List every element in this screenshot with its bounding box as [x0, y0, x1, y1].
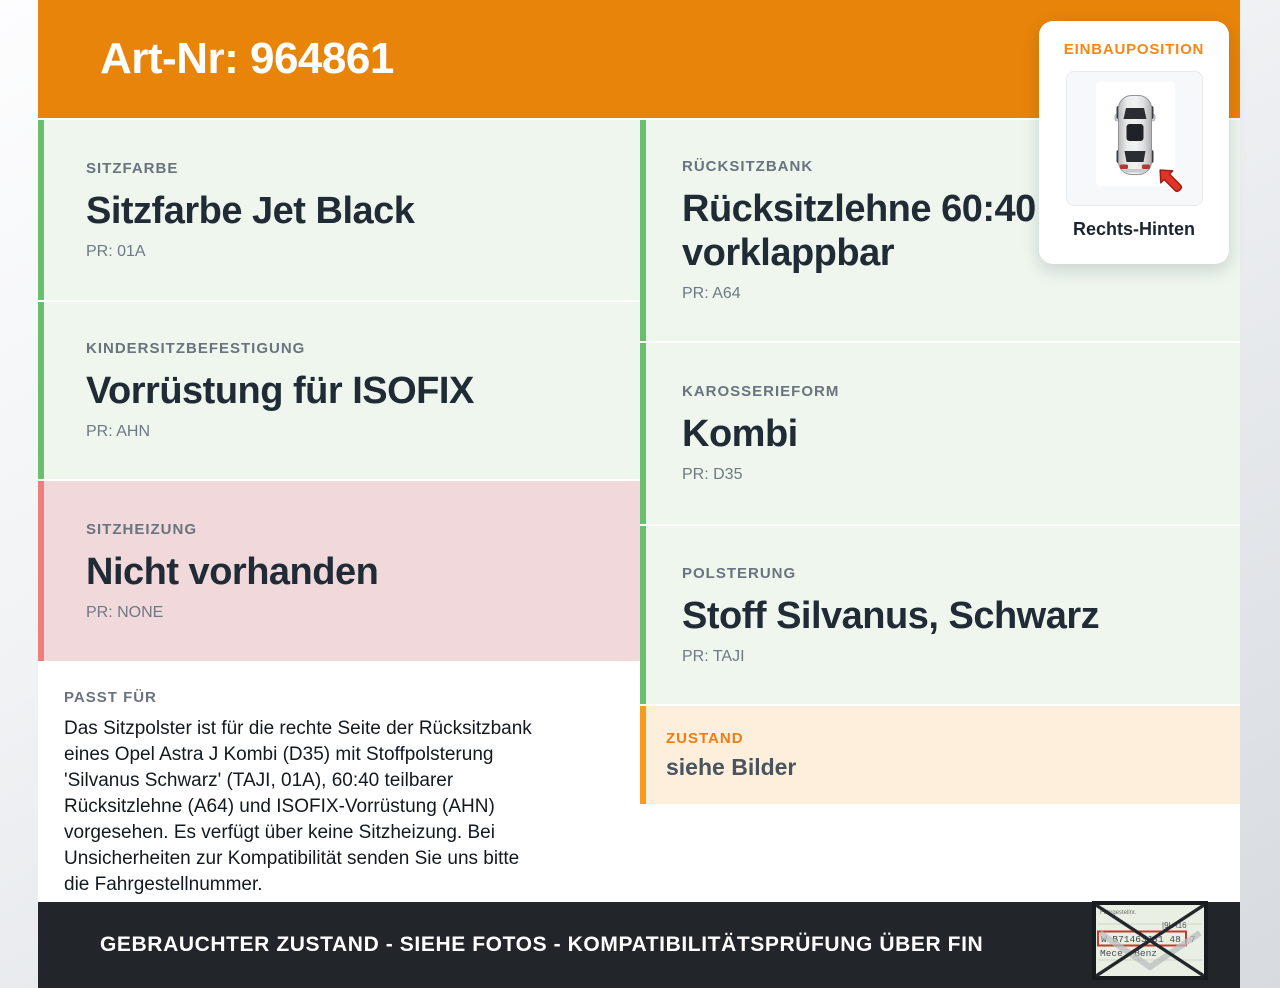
- stamp-doc-label: Fahrgestellnr.: [1100, 910, 1137, 916]
- card-value: siehe Bilder: [666, 753, 797, 780]
- card-pr-code: PR: 01A: [86, 242, 146, 260]
- card-value: Kombi: [682, 413, 798, 455]
- card-kindersitzbefestigung: KINDERSITZBEFESTIGUNG Vorrüstung für ISO…: [38, 302, 640, 479]
- card-label: PASST FÜR: [64, 689, 157, 706]
- left-column: SITZFARBE Sitzfarbe Jet Black PR: 01A KI…: [38, 120, 640, 900]
- footer-banner-text: GEBRAUCHTER ZUSTAND - SIEHE FOTOS - KOMP…: [100, 933, 984, 956]
- card-label: POLSTERUNG: [682, 564, 797, 582]
- card-pr-code: PR: TAJI: [682, 647, 745, 665]
- einbauposition-label: EINBAUPOSITION: [1063, 41, 1205, 58]
- card-sitzheizung: SITZHEIZUNG Nicht vorhanden PR: NONE: [38, 481, 640, 661]
- card-karosserieform: KAROSSERIEFORM Kombi PR: D35: [640, 343, 1240, 524]
- card-label: RÜCKSITZBANK: [682, 158, 814, 175]
- stamp-vin: W B71463J31 48: [1101, 934, 1181, 945]
- card-value: Vorrüstung für ISOFIX: [86, 370, 474, 412]
- card-label: KINDERSITZBEFESTIGUNG: [86, 340, 306, 357]
- card-pr-code: PR: NONE: [86, 603, 164, 621]
- card-label: SITZHEIZUNG: [86, 520, 197, 538]
- einbauposition-image-panel: [1065, 71, 1203, 206]
- card-polsterung: POLSTERUNG Stoff Silvanus, Schwarz PR: T…: [640, 526, 1240, 704]
- card-label: KAROSSERIEFORM: [682, 383, 840, 400]
- attribute-columns: SITZFARBE Sitzfarbe Jet Black PR: 01A KI…: [38, 120, 1240, 902]
- article-number-title: Art-Nr: 964861: [100, 34, 394, 83]
- compatibility-description: Das Sitzpolster ist für die rechte Seite…: [64, 718, 532, 895]
- card-pr-code: PR: AHN: [86, 423, 151, 440]
- card-value: Sitzfarbe Jet Black: [86, 189, 415, 232]
- einbauposition-caption: Rechts-Hinten: [1072, 219, 1195, 239]
- card-sitzfarbe: SITZFARBE Sitzfarbe Jet Black PR: 01A: [38, 120, 640, 300]
- card-pr-code: PR: D35: [682, 466, 743, 483]
- right-column-filler: [640, 806, 1240, 902]
- card-value: Rücksitzlehne 60:40 vorklappbar: [682, 188, 1036, 274]
- position-arrow-icon: [1158, 169, 1182, 193]
- card-zustand: ZUSTAND siehe Bilder: [640, 706, 1240, 804]
- footer-banner: GEBRAUCHTER ZUSTAND - SIEHE FOTOS - KOMP…: [38, 902, 1240, 988]
- card-passt-fuer: PASST FÜR Das Sitzpolster ist für die re…: [38, 663, 640, 900]
- card-value: Stoff Silvanus, Schwarz: [682, 594, 1100, 637]
- listing-page: Art-Nr: 964861 SITZFARBE Sitzfarbe Jet B…: [38, 0, 1240, 988]
- card-label: ZUSTAND: [666, 729, 744, 747]
- einbauposition-card: EINBAUPOSITION: [1039, 21, 1229, 264]
- card-pr-code: PR: A64: [682, 285, 741, 302]
- card-label: SITZFARBE: [86, 159, 179, 177]
- card-value: Nicht vorhanden: [86, 550, 379, 593]
- fin-document-stamp-icon: Fahrgestellnr. |9| A16 W B71463J31 48 7 …: [1092, 901, 1208, 980]
- car-top-view-icon: [1114, 95, 1155, 175]
